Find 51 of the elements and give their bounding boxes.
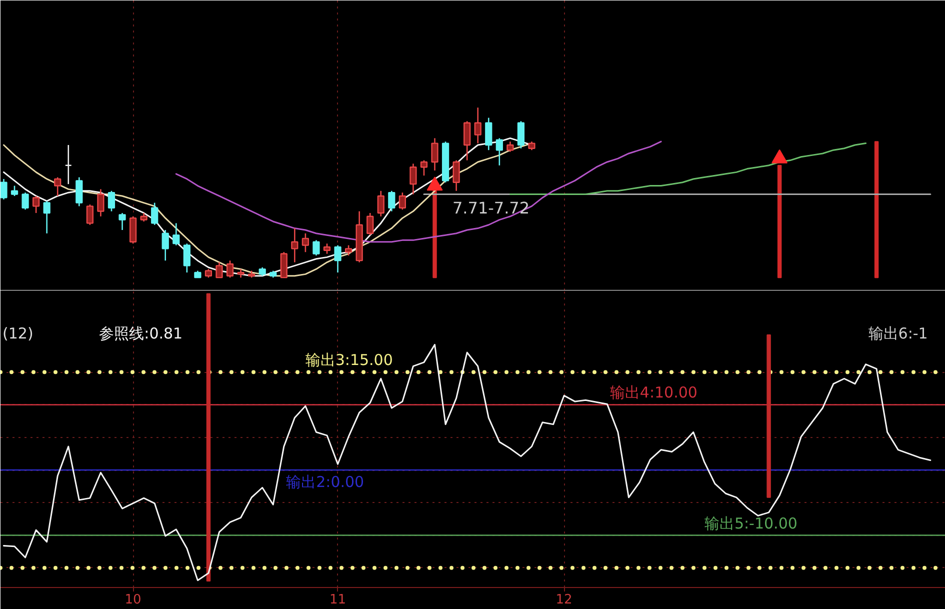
candlestick — [312, 240, 320, 256]
candlestick — [162, 229, 169, 262]
candlestick — [485, 117, 492, 151]
ref-line-label: 输出2:0.00 — [286, 473, 364, 492]
candlestick — [0, 178, 8, 200]
text: 参照线:0.81 — [99, 324, 183, 342]
candlestick — [517, 120, 525, 150]
candlestick — [32, 195, 40, 214]
x-tick-label: 12 — [556, 592, 572, 608]
candlestick — [151, 202, 158, 226]
ref-line-label: 输出4:10.00 — [610, 384, 698, 402]
text: (12) — [2, 324, 34, 342]
candlestick — [506, 140, 514, 152]
candlestick — [108, 190, 116, 212]
ref-line-label: 输出5:-10.00 — [704, 514, 798, 532]
candlestick — [118, 212, 126, 231]
candlestick — [334, 244, 342, 274]
candlestick — [474, 106, 482, 144]
candlestick — [216, 262, 223, 278]
candlestick — [76, 176, 83, 207]
candlestick — [431, 138, 438, 172]
annotation: 7.71-7.72 — [452, 198, 530, 218]
ref-line-label: 输出3:15.00 — [305, 351, 393, 370]
candlestick — [172, 222, 180, 246]
candlestick — [183, 242, 190, 274]
candlestick — [377, 190, 384, 218]
candlestick — [64, 144, 72, 185]
candlestick — [420, 160, 428, 176]
candlestick — [97, 188, 104, 218]
candlestick — [86, 204, 94, 226]
x-tick-label: 11 — [330, 592, 346, 608]
candlestick — [291, 228, 298, 263]
candlestick — [323, 242, 331, 254]
candlestick — [280, 251, 288, 278]
candlestick — [226, 260, 234, 278]
candlestick — [22, 192, 29, 210]
candlestick — [302, 232, 310, 253]
candlestick — [388, 190, 396, 212]
annotation: 输出6:-1 — [868, 324, 928, 342]
candlestick — [10, 185, 18, 197]
candlestick — [43, 200, 50, 234]
x-tick-label: 10 — [124, 592, 142, 608]
candlestick — [129, 216, 137, 244]
candlestick — [366, 212, 374, 236]
candlestick — [452, 160, 460, 192]
candlestick — [496, 138, 503, 166]
candlestick — [464, 120, 471, 161]
candlestick — [410, 163, 417, 195]
candlestick — [344, 244, 352, 256]
candlestick — [54, 176, 62, 197]
candlestick — [398, 192, 406, 210]
